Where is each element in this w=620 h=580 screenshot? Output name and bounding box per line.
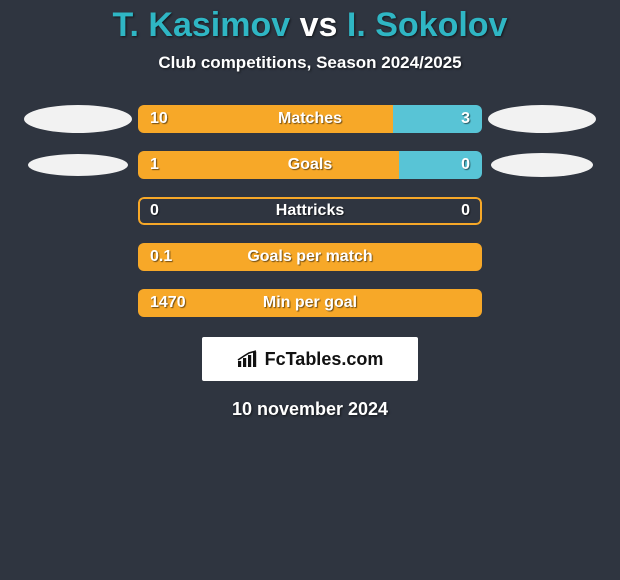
badge-text: FcTables.com xyxy=(265,349,384,370)
stat-value-player2: 0 xyxy=(461,156,470,174)
stat-bar: 10 Matches 3 xyxy=(138,105,482,133)
stat-bar: 1470 Min per goal xyxy=(138,289,482,317)
chart-icon xyxy=(237,350,259,368)
player1-marker xyxy=(24,105,132,133)
player2-marker xyxy=(491,153,593,177)
bar-segment-player1 xyxy=(138,105,393,133)
vs-label: vs xyxy=(300,6,338,44)
stat-name: Hattricks xyxy=(276,202,344,220)
stat-bar: 0 Hattricks 0 xyxy=(138,197,482,225)
stat-bar: 1 Goals 0 xyxy=(138,151,482,179)
comparison-infographic: T. Kasimov vs I. Sokolov Club competitio… xyxy=(0,0,620,580)
stat-value-player1: 0.1 xyxy=(150,248,172,266)
bar-segment-player1 xyxy=(138,151,399,179)
stat-value-player1: 0 xyxy=(150,202,159,220)
stat-value-player2: 3 xyxy=(461,110,470,128)
stat-row: 10 Matches 3 xyxy=(0,105,620,133)
stat-name: Min per goal xyxy=(263,294,357,312)
page-title: T. Kasimov vs I. Sokolov xyxy=(0,0,620,45)
subtitle: Club competitions, Season 2024/2025 xyxy=(0,53,620,73)
player2-name: I. Sokolov xyxy=(347,6,508,44)
player1-marker-slot xyxy=(18,154,138,176)
stat-row: 0 Hattricks 0 xyxy=(0,197,620,225)
stat-name: Matches xyxy=(278,110,342,128)
stat-value-player1: 10 xyxy=(150,110,168,128)
stat-row: 1 Goals 0 xyxy=(0,151,620,179)
player1-name: T. Kasimov xyxy=(113,6,291,44)
player2-marker xyxy=(488,105,596,133)
stat-value-player2: 0 xyxy=(461,202,470,220)
date-label: 10 november 2024 xyxy=(0,399,620,420)
source-badge: FcTables.com xyxy=(202,337,418,381)
stat-rows: 10 Matches 3 1 Goals 0 0 Hattricks 0 0.1 Goals per… xyxy=(0,105,620,317)
stat-name: Goals xyxy=(288,156,332,174)
player2-marker-slot xyxy=(482,105,602,133)
stat-bar: 0.1 Goals per match xyxy=(138,243,482,271)
stat-row: 0.1 Goals per match xyxy=(0,243,620,271)
stat-value-player1: 1470 xyxy=(150,294,186,312)
player1-marker-slot xyxy=(18,105,138,133)
stat-name: Goals per match xyxy=(247,248,372,266)
stat-value-player1: 1 xyxy=(150,156,159,174)
player1-marker xyxy=(28,154,128,176)
stat-row: 1470 Min per goal xyxy=(0,289,620,317)
player2-marker-slot xyxy=(482,153,602,177)
